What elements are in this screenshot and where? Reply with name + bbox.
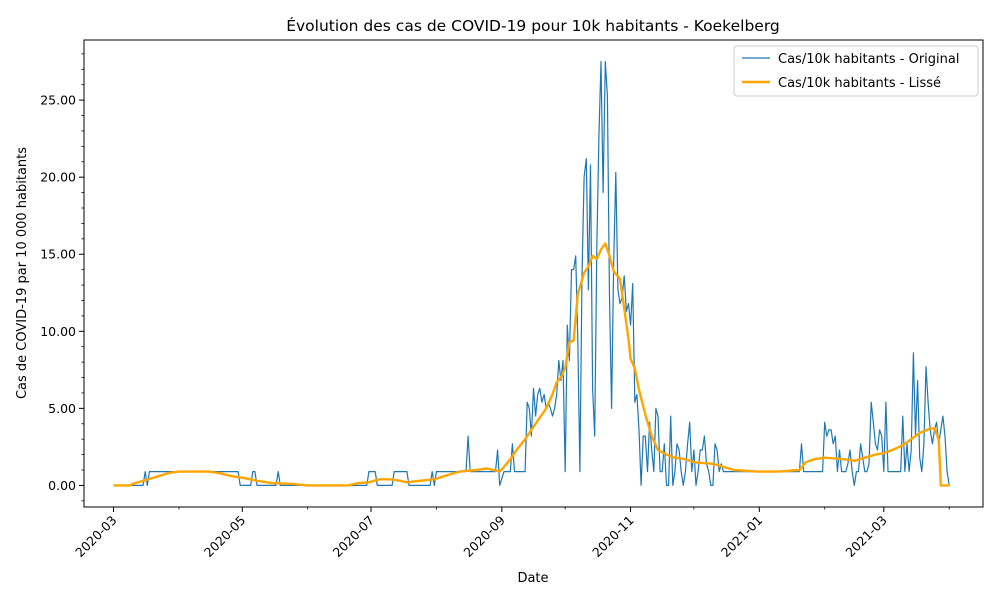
legend: Cas/10k habitants - Original Cas/10k hab… xyxy=(733,45,979,97)
chart-title: Évolution des cas de COVID-19 pour 10k h… xyxy=(286,16,780,35)
y-tick-label: 20.00 xyxy=(40,170,76,185)
y-tick-label: 25.00 xyxy=(40,93,76,108)
y-tick-label: 15.00 xyxy=(40,247,76,262)
series-line-smoothed xyxy=(113,242,950,487)
legend-label-smoothed: Cas/10k habitants - Lissé xyxy=(778,76,941,91)
series-line-original xyxy=(113,60,950,486)
y-axis-title: Cas de COVID-19 par 10 000 habitants xyxy=(15,147,30,399)
y-tick-label: 10.00 xyxy=(40,324,76,339)
y-tick-label: 0.00 xyxy=(48,478,76,493)
x-axis-title: Date xyxy=(517,571,548,586)
legend-label-original: Cas/10k habitants - Original xyxy=(778,52,959,67)
plot-frame xyxy=(83,39,984,508)
y-tick-label: 5.00 xyxy=(48,401,76,416)
legend-frame xyxy=(733,45,979,97)
plot-area xyxy=(83,39,984,508)
y-axis: 0.00 5.00 10.00 15.00 20.00 25.00 xyxy=(40,53,84,502)
